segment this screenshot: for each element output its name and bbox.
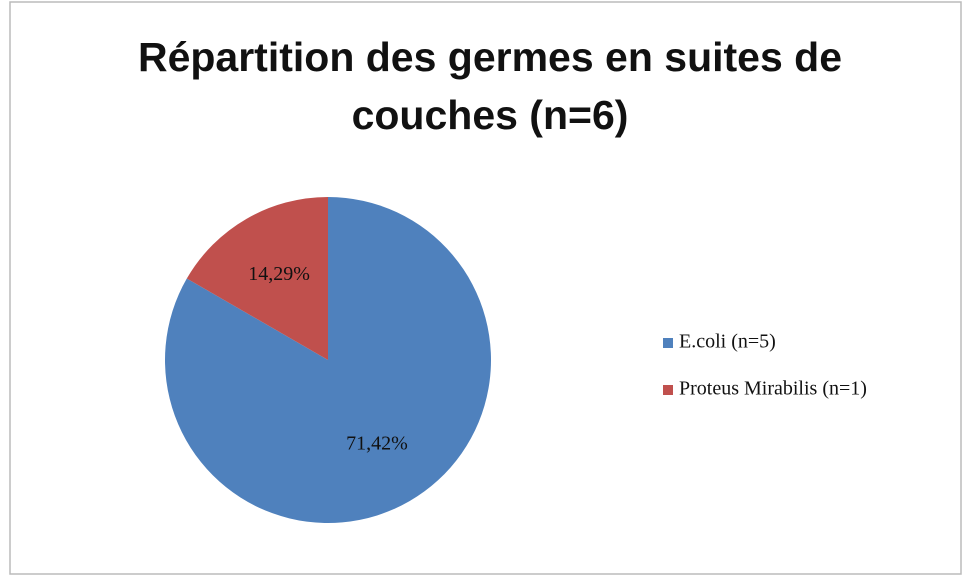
- legend-label: E.coli (n=5): [679, 331, 776, 353]
- chart-title: Répartition des germes en suites de couc…: [137, 34, 843, 138]
- data-label: 14,29%: [248, 263, 310, 285]
- legend-label: Proteus Mirabilis (n=1): [679, 378, 867, 400]
- data-label: 71,42%: [346, 432, 408, 454]
- legend-swatch: [663, 338, 673, 348]
- chart-frame: [9, 1, 962, 575]
- legend-swatch: [663, 385, 673, 395]
- pie-slice: [186, 197, 328, 360]
